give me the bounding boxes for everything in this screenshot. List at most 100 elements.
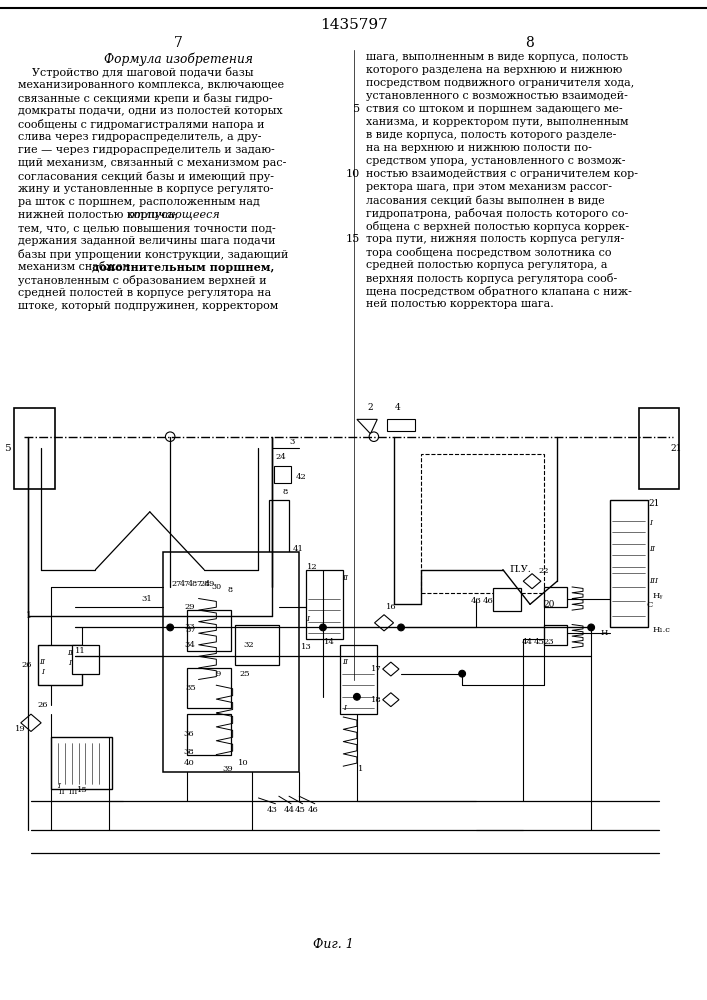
Bar xyxy=(163,552,299,772)
Text: нижней полостью корпуса,: нижней полостью корпуса, xyxy=(18,210,181,220)
Text: средством упора, установленного с возмож-: средством упора, установленного с возмож… xyxy=(366,156,626,166)
Text: H: H xyxy=(601,629,608,637)
Circle shape xyxy=(354,693,361,700)
Text: 15: 15 xyxy=(76,786,87,794)
Text: 21: 21 xyxy=(670,444,682,453)
Text: 26: 26 xyxy=(37,701,47,709)
Text: 17: 17 xyxy=(371,665,382,673)
Text: 28: 28 xyxy=(199,580,209,588)
Text: 24: 24 xyxy=(276,453,286,461)
Polygon shape xyxy=(375,615,394,631)
Polygon shape xyxy=(382,693,399,707)
Text: 1: 1 xyxy=(358,765,363,773)
Text: 1435797: 1435797 xyxy=(320,18,387,32)
Text: сообщены с гидромагистралями напора и: сообщены с гидромагистралями напора и xyxy=(18,119,264,130)
Text: гидропатрона, рабочая полость которого со-: гидропатрона, рабочая полость которого с… xyxy=(366,208,629,219)
Text: 36: 36 xyxy=(184,730,194,738)
Bar xyxy=(187,668,231,708)
Text: I: I xyxy=(68,659,71,667)
Text: 42: 42 xyxy=(296,473,307,481)
Text: II: II xyxy=(341,574,348,582)
Text: верхняя полость корпуса регулятора сооб-: верхняя полость корпуса регулятора сооб- xyxy=(366,273,617,284)
Text: 46: 46 xyxy=(308,806,318,814)
Text: 34: 34 xyxy=(185,641,195,649)
Text: 30: 30 xyxy=(211,583,221,591)
Text: II: II xyxy=(341,658,348,666)
Text: 26: 26 xyxy=(22,661,33,669)
Text: 5: 5 xyxy=(4,444,11,453)
Text: 8: 8 xyxy=(228,586,233,594)
Text: П.У.: П.У. xyxy=(509,565,531,574)
Text: 32: 32 xyxy=(243,641,254,649)
Text: 12: 12 xyxy=(308,563,318,571)
Text: 10: 10 xyxy=(346,169,360,179)
Text: 27: 27 xyxy=(172,580,182,588)
Circle shape xyxy=(588,624,595,631)
Bar xyxy=(14,408,54,489)
Text: ностью взаимодействия с ограничителем кор-: ностью взаимодействия с ограничителем ко… xyxy=(366,169,638,179)
Bar xyxy=(610,500,648,627)
Polygon shape xyxy=(523,574,541,589)
Bar xyxy=(187,714,231,755)
Text: 8: 8 xyxy=(525,36,534,50)
Text: которого разделена на верхнюю и нижнюю: которого разделена на верхнюю и нижнюю xyxy=(366,65,622,75)
Text: 2: 2 xyxy=(368,403,373,412)
Text: держания заданной величины шага подачи: держания заданной величины шага подачи xyxy=(18,236,276,246)
Text: 21: 21 xyxy=(649,499,660,508)
Text: штоке, который подпружинен, корректором: штоке, который подпружинен, корректором xyxy=(18,301,279,311)
Text: ректора шага, при этом механизм рассог-: ректора шага, при этом механизм рассог- xyxy=(366,182,612,192)
Text: согласования секций базы и имеющий пру-: согласования секций базы и имеющий пру- xyxy=(18,171,274,182)
Polygon shape xyxy=(382,662,399,676)
Text: 15: 15 xyxy=(346,234,360,244)
Text: Фиг. 1: Фиг. 1 xyxy=(312,938,354,951)
Circle shape xyxy=(369,432,379,441)
Text: жину и установленные в корпусе регулято-: жину и установленные в корпусе регулято- xyxy=(18,184,274,194)
Text: гие — через гидрораспределитель и задаю-: гие — через гидрораспределитель и задаю- xyxy=(18,145,275,155)
Bar xyxy=(387,419,414,431)
Bar xyxy=(52,737,112,789)
Text: 19: 19 xyxy=(16,725,26,733)
Text: I: I xyxy=(649,519,652,527)
Text: 38: 38 xyxy=(184,748,194,756)
Text: посредством подвижного ограничителя хода,: посредством подвижного ограничителя хода… xyxy=(366,78,634,88)
Circle shape xyxy=(397,624,404,631)
Bar xyxy=(187,610,231,651)
Bar xyxy=(544,625,568,645)
Text: 3: 3 xyxy=(290,438,295,446)
Text: Устройство для шаговой подачи базы: Устройство для шаговой подачи базы xyxy=(18,67,254,78)
Text: ханизма, и корректором пути, выполненным: ханизма, и корректором пути, выполненным xyxy=(366,117,629,127)
Circle shape xyxy=(320,624,327,631)
Polygon shape xyxy=(357,419,378,434)
Text: ра шток с поршнем, расположенным над: ра шток с поршнем, расположенным над xyxy=(18,197,260,207)
Text: 37: 37 xyxy=(185,626,196,634)
Text: 40: 40 xyxy=(184,759,194,767)
Text: II  III: II III xyxy=(59,788,78,796)
Text: 31: 31 xyxy=(141,595,152,603)
Text: ствия со штоком и поршнем задающего ме-: ствия со штоком и поршнем задающего ме- xyxy=(366,104,623,114)
Text: ней полостью корректора шага.: ней полостью корректора шага. xyxy=(366,299,554,309)
Text: базы при упрощении конструкции, задающий: базы при упрощении конструкции, задающий xyxy=(18,249,288,260)
Text: I: I xyxy=(306,615,309,623)
Bar xyxy=(235,625,279,665)
Bar xyxy=(340,645,378,714)
Text: 44: 44 xyxy=(522,638,533,646)
Text: II: II xyxy=(66,649,73,657)
Text: Нᵧ: Нᵧ xyxy=(653,592,662,600)
Text: 13: 13 xyxy=(300,643,311,651)
Text: установленным с образованием верхней и: установленным с образованием верхней и xyxy=(18,275,267,286)
Text: 20: 20 xyxy=(544,600,555,609)
Text: 18: 18 xyxy=(371,696,382,704)
Text: 5: 5 xyxy=(353,104,360,114)
Text: 10: 10 xyxy=(238,759,249,767)
Text: 45: 45 xyxy=(533,638,544,646)
Text: 35: 35 xyxy=(185,684,196,692)
Text: 16: 16 xyxy=(386,603,397,611)
Text: тем, что, с целью повышения точности под-: тем, что, с целью повышения точности под… xyxy=(18,223,276,233)
Text: тора пути, нижняя полость корпуса регуля-: тора пути, нижняя полость корпуса регуля… xyxy=(366,234,624,244)
Text: 8: 8 xyxy=(282,488,288,496)
Text: 47: 47 xyxy=(180,580,190,588)
Circle shape xyxy=(165,432,175,441)
Text: общена с верхней полостью корпуса коррек-: общена с верхней полостью корпуса коррек… xyxy=(366,221,629,232)
Bar xyxy=(544,587,568,607)
Text: ласования секций базы выполнен в виде: ласования секций базы выполнен в виде xyxy=(366,195,604,206)
